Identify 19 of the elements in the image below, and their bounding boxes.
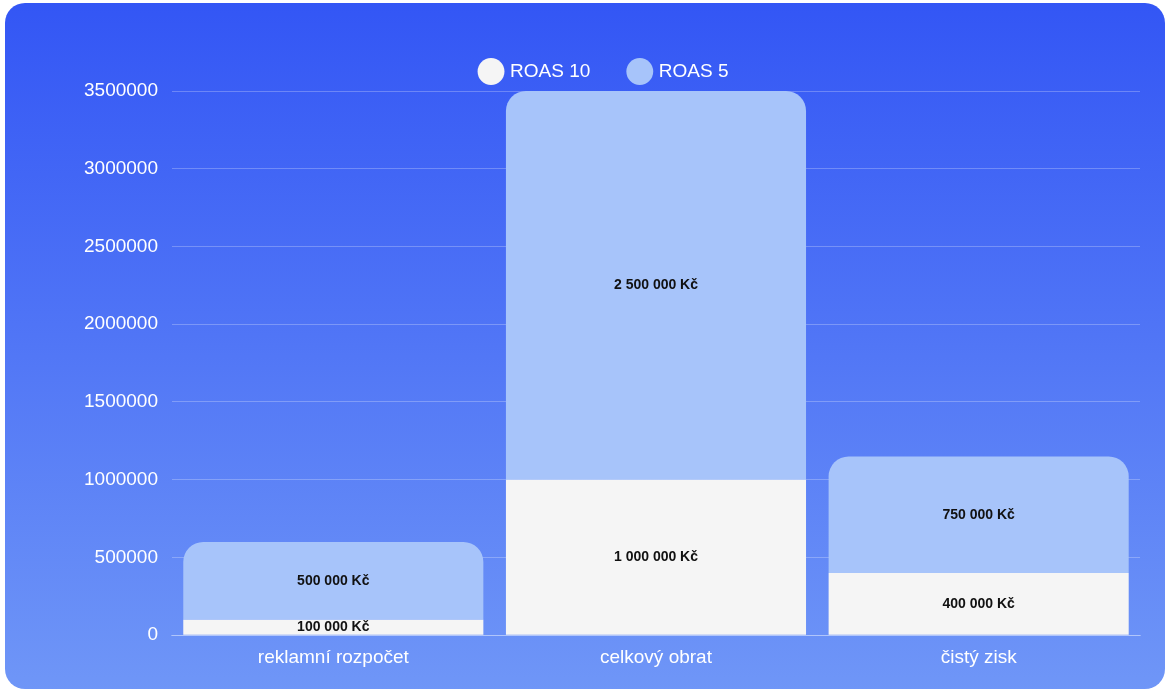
data-label: 500 000 Kč bbox=[297, 571, 370, 588]
y-tick-label: 3000000 bbox=[84, 156, 158, 178]
legend-label: ROAS 10 bbox=[510, 59, 591, 81]
data-label: 400 000 Kč bbox=[942, 594, 1016, 611]
y-tick-label: 2000000 bbox=[84, 312, 158, 334]
x-tick-label: čistý zisk bbox=[940, 645, 1018, 667]
y-tick-label: 1000000 bbox=[84, 467, 158, 489]
data-label: 100 000 Kč bbox=[297, 618, 370, 635]
y-tick-label: 500000 bbox=[94, 545, 158, 567]
y-tick-label: 3500000 bbox=[84, 79, 158, 101]
data-label: 2 500 000 Kč bbox=[613, 276, 699, 293]
y-tick-label: 2500000 bbox=[84, 234, 158, 256]
y-tick-label: 0 bbox=[147, 623, 158, 645]
data-label: 1 000 000 Kč bbox=[613, 548, 699, 565]
x-tick-label: reklamní rozpočet bbox=[257, 645, 410, 667]
legend-label: ROAS 5 bbox=[658, 59, 729, 81]
y-tick-label: 1500000 bbox=[84, 390, 158, 412]
data-label: 750 000 Kč bbox=[942, 505, 1016, 522]
x-tick-label: celkový obrat bbox=[600, 645, 713, 667]
